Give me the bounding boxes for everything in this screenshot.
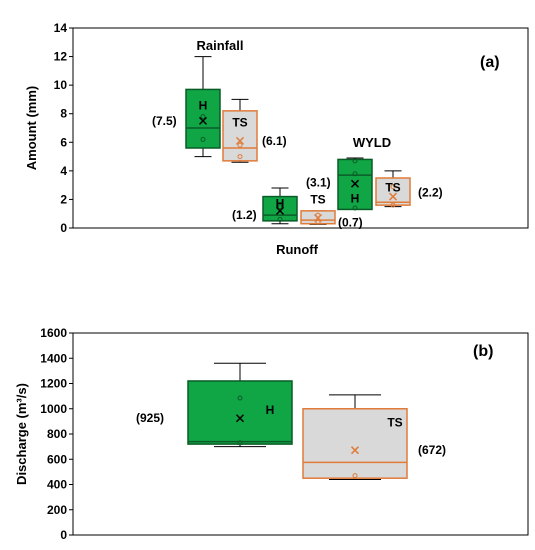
box-label: TS xyxy=(387,415,402,429)
mean-annotation: (3.1) xyxy=(306,175,331,189)
box-label: H xyxy=(199,98,208,112)
mean-marker-stroke xyxy=(275,206,285,215)
y-tick-label: 1000 xyxy=(40,402,67,416)
mean-marker-stroke xyxy=(235,414,245,423)
y-tick-label: 2 xyxy=(60,192,67,206)
group-label: WYLD xyxy=(353,135,391,150)
panel-label: (a) xyxy=(480,54,500,71)
y-tick-label: 4 xyxy=(60,164,67,178)
mean-annotation: (2.2) xyxy=(418,185,443,199)
y-tick-label: 200 xyxy=(47,503,67,517)
y-tick-label: 800 xyxy=(47,427,67,441)
mean-annotation: (1.2) xyxy=(232,208,257,222)
mean-marker xyxy=(235,414,245,423)
mean-marker-stroke xyxy=(388,192,398,201)
mean-marker-stroke xyxy=(198,116,208,125)
mean-annotation: (7.5) xyxy=(152,114,177,128)
mean-marker xyxy=(350,446,360,455)
data-point xyxy=(352,171,358,177)
y-tick-label: 6 xyxy=(60,135,67,149)
mean-annotation: (0.7) xyxy=(338,215,363,229)
mean-marker xyxy=(388,192,398,201)
mean-marker-stroke xyxy=(235,136,245,145)
y-tick-label: 0 xyxy=(60,221,67,235)
y-tick-label: 400 xyxy=(47,478,67,492)
data-point xyxy=(277,216,283,222)
box-label: TS xyxy=(385,181,400,195)
data-point xyxy=(390,184,396,190)
mean-marker-stroke xyxy=(350,446,360,455)
data-point xyxy=(237,440,243,446)
y-tick-label: 12 xyxy=(54,50,68,64)
y-tick-label: 10 xyxy=(54,78,68,92)
y-axis-label: Discharge (m³/s) xyxy=(14,383,29,485)
data-point xyxy=(352,205,358,211)
box-group: H TS (925) (672) xyxy=(136,362,446,480)
panel-a: 0 2 4 6 8 10 12 14 Amount (mm) Runoff (a) Rainfall H… xyxy=(24,21,529,257)
box-group: Rainfall H TS (7.5) (6.1) xyxy=(152,38,287,163)
data-point xyxy=(200,114,206,120)
box-historical xyxy=(262,195,298,222)
box-label: H xyxy=(276,196,285,210)
box-ts xyxy=(302,408,408,479)
data-point xyxy=(237,395,243,401)
y-tick-label: 8 xyxy=(60,107,67,121)
panel-b: 0 200 400 600 800 1000 1200 1400 1600 Discharge (… xyxy=(14,326,529,542)
mean-marker xyxy=(350,179,360,188)
data-point xyxy=(237,142,243,148)
box-label: H xyxy=(351,191,360,205)
mean-annotation: (672) xyxy=(418,443,446,457)
data-point xyxy=(277,204,283,210)
mean-annotation: (6.1) xyxy=(262,134,287,148)
y-tick-label: 1200 xyxy=(40,377,67,391)
plot-frame xyxy=(72,27,529,229)
box-group: H TS (1.2) (0.7) xyxy=(232,187,363,229)
mean-marker-stroke xyxy=(350,179,360,188)
data-point xyxy=(390,202,396,208)
box-label: TS xyxy=(232,116,247,130)
y-tick-label: 1600 xyxy=(40,326,67,340)
box-group: WYLD H TS (3.1) (2.2) xyxy=(306,135,443,211)
y-tick-label: 14 xyxy=(54,21,68,35)
panel-label: (b) xyxy=(473,343,493,360)
y-tick-label: 0 xyxy=(60,528,67,542)
data-point xyxy=(352,473,358,479)
mean-marker xyxy=(198,116,208,125)
box-label: TS xyxy=(310,193,325,207)
mean-annotation: (925) xyxy=(136,411,164,425)
y-axis-label: Amount (mm) xyxy=(24,86,39,171)
mean-marker-stroke xyxy=(313,213,323,223)
y-tick-label: 1400 xyxy=(40,351,67,365)
y-tick-label: 600 xyxy=(47,452,67,466)
data-point xyxy=(315,219,321,225)
data-point xyxy=(200,136,206,142)
box-historical xyxy=(187,380,293,445)
mean-marker xyxy=(275,206,285,215)
mean-marker xyxy=(235,136,245,145)
mean-marker xyxy=(313,213,323,223)
plot-frame xyxy=(72,332,529,536)
group-label: Rainfall xyxy=(197,38,244,53)
box-ts xyxy=(222,110,258,162)
data-point xyxy=(352,158,358,164)
data-point xyxy=(237,154,243,160)
box-label: H xyxy=(266,403,275,417)
x-axis-label: Runoff xyxy=(276,242,319,257)
box-ts xyxy=(375,177,411,206)
